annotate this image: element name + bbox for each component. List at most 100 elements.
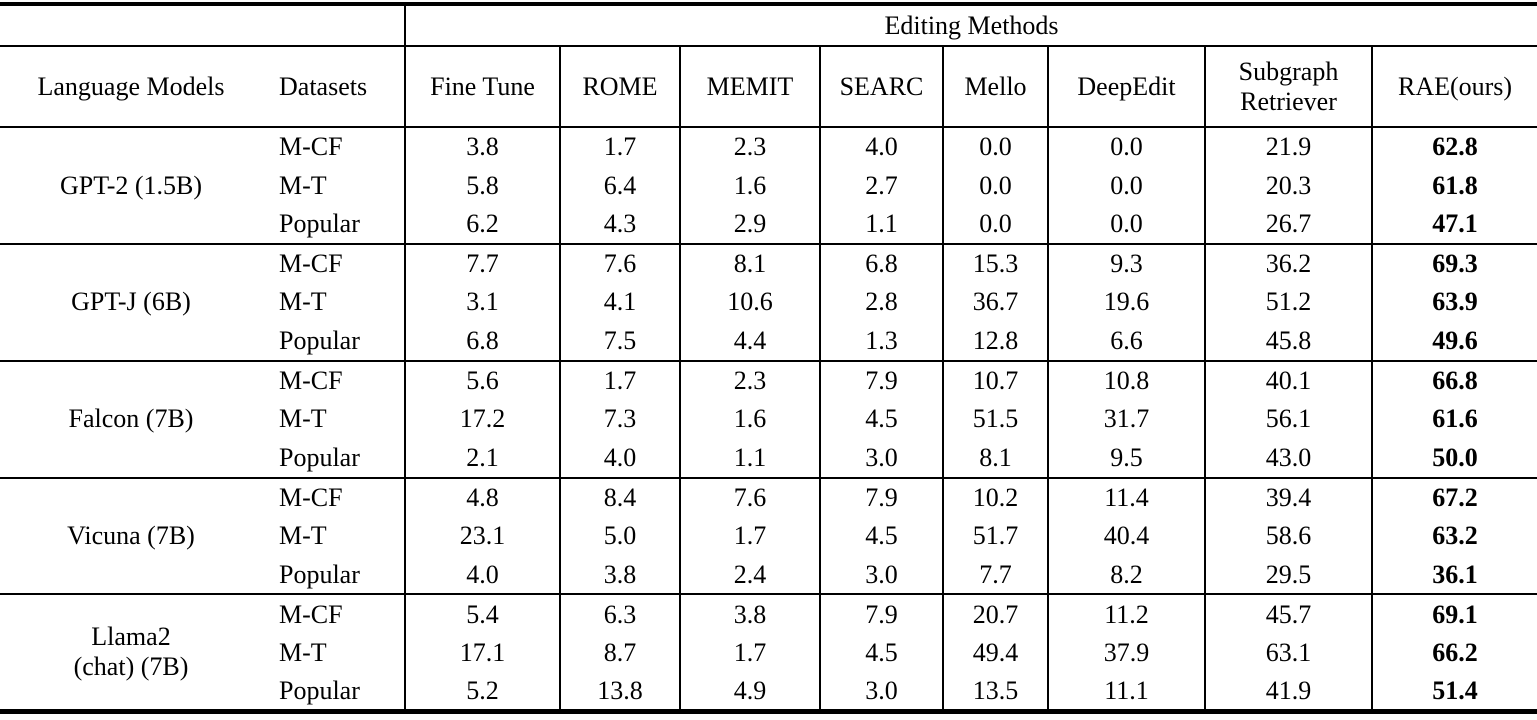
table-row: M-T 17.2 7.3 1.6 4.5 51.5 31.7 56.1 61.6	[0, 399, 1537, 439]
value-cell: 6.6	[1047, 321, 1205, 362]
value-cell: 0.0	[942, 204, 1048, 245]
value-cell: 7.3	[559, 399, 680, 439]
value-cell: 58.6	[1204, 516, 1372, 556]
value-cell: 23.1	[404, 516, 560, 556]
value-cell: 3.0	[819, 672, 943, 712]
value-cell: 20.7	[942, 594, 1048, 634]
table-row: Vicuna (7B) M-CF 4.8 8.4 7.6 7.9 10.2 11…	[0, 477, 1537, 596]
value-cell: 9.3	[1047, 243, 1205, 283]
value-cell: 13.8	[559, 672, 680, 712]
value-cell: 3.1	[404, 282, 560, 322]
value-cell-rae: 69.3	[1370, 243, 1537, 283]
value-cell: 3.0	[819, 555, 943, 596]
value-cell-rae: 51.4	[1370, 672, 1537, 712]
value-cell: 20.3	[1204, 165, 1372, 205]
table-row: Popular 6.2 4.3 2.9 1.1 0.0 0.0 26.7 47.…	[0, 204, 1537, 245]
value-cell: 0.0	[942, 165, 1048, 205]
value-cell: 6.8	[404, 321, 560, 362]
value-cell: 4.5	[819, 633, 943, 673]
value-cell: 6.2	[404, 204, 560, 245]
value-cell: 10.2	[942, 477, 1048, 517]
value-cell: 7.6	[559, 243, 680, 283]
value-cell: 8.4	[559, 477, 680, 517]
value-cell: 8.1	[942, 438, 1048, 479]
col-header-deepedit: DeepEdit	[1047, 46, 1205, 129]
value-cell: 3.0	[819, 438, 943, 479]
value-cell: 4.9	[679, 672, 820, 712]
dataset-cell: M-T	[279, 404, 327, 434]
col-header-fine-tune: Fine Tune	[404, 46, 560, 129]
value-cell: 6.3	[559, 594, 680, 634]
value-cell: 8.1	[679, 243, 820, 283]
value-cell: 36.2	[1204, 243, 1372, 283]
value-cell: 2.1	[404, 438, 560, 479]
table-row: Popular 2.1 4.0 1.1 3.0 8.1 9.5 43.0 50.…	[0, 438, 1537, 479]
value-cell-rae: 61.6	[1370, 399, 1537, 439]
value-cell: 45.8	[1204, 321, 1372, 362]
value-cell: 7.7	[942, 555, 1048, 596]
value-cell: 4.8	[404, 477, 560, 517]
value-cell: 29.5	[1204, 555, 1372, 596]
value-cell: 31.7	[1047, 399, 1205, 439]
value-cell: 10.8	[1047, 360, 1205, 400]
model-cell: GPT-J (6B)	[0, 243, 262, 362]
dataset-cell: Popular	[262, 321, 405, 362]
value-cell: 4.5	[819, 399, 943, 439]
dataset-cell: M-T	[279, 287, 327, 317]
value-cell: 5.6	[404, 360, 560, 400]
table-row: M-T 17.1 8.7 1.7 4.5 49.4 37.9 63.1 66.2	[0, 633, 1537, 673]
value-cell: 19.6	[1047, 282, 1205, 322]
table-row: GPT-J (6B) M-CF 7.7 7.6 8.1 6.8 15.3 9.3…	[0, 243, 1537, 362]
table-row: M-T 23.1 5.0 1.7 4.5 51.7 40.4 58.6 63.2	[0, 516, 1537, 556]
span-header-row: Editing Methods	[0, 4, 1537, 48]
dataset-cell: M-CF	[279, 248, 343, 278]
value-cell: 43.0	[1204, 438, 1372, 479]
span-header-spacer	[0, 4, 405, 48]
value-cell-rae: 62.8	[1370, 127, 1537, 166]
value-cell: 56.1	[1204, 399, 1372, 439]
value-cell: 11.2	[1047, 594, 1205, 634]
value-cell: 10.7	[942, 360, 1048, 400]
value-cell: 1.7	[559, 360, 680, 400]
col-header-subgraph-retriever: Subgraph Retriever	[1204, 46, 1372, 129]
dataset-cell: Popular	[262, 438, 405, 479]
value-cell: 37.9	[1047, 633, 1205, 673]
value-cell: 51.2	[1204, 282, 1372, 322]
value-cell: 6.8	[819, 243, 943, 283]
value-cell: 7.9	[819, 360, 943, 400]
dataset-cell: M-T	[279, 170, 327, 200]
value-cell: 15.3	[942, 243, 1048, 283]
value-cell: 5.4	[404, 594, 560, 634]
dataset-cell: Popular	[262, 204, 405, 245]
dataset-cell: Popular	[262, 555, 405, 596]
dataset-cell: M-CF	[279, 599, 343, 629]
value-cell: 11.1	[1047, 672, 1205, 712]
value-cell: 2.3	[679, 360, 820, 400]
value-cell-rae: 36.1	[1370, 555, 1537, 596]
value-cell: 41.9	[1204, 672, 1372, 712]
dataset-cell: M-T	[279, 521, 327, 551]
model-cell: Llama2 (chat) (7B)	[73, 622, 189, 682]
value-cell: 7.9	[819, 477, 943, 517]
value-cell-rae: 69.1	[1370, 594, 1537, 634]
value-cell: 7.7	[404, 243, 560, 283]
value-cell: 0.0	[1047, 127, 1205, 166]
value-cell: 3.8	[404, 127, 560, 166]
table-row: Popular 4.0 3.8 2.4 3.0 7.7 8.2 29.5 36.…	[0, 555, 1537, 596]
value-cell-rae: 47.1	[1370, 204, 1537, 245]
dataset-cell: M-CF	[279, 132, 343, 162]
value-cell: 5.2	[404, 672, 560, 712]
value-cell: 4.1	[559, 282, 680, 322]
value-cell: 1.6	[679, 399, 820, 439]
col-header-language-models: Language Models	[0, 46, 262, 129]
value-cell: 9.5	[1047, 438, 1205, 479]
value-cell: 5.0	[559, 516, 680, 556]
value-cell: 13.5	[942, 672, 1048, 712]
value-cell-rae: 61.8	[1370, 165, 1537, 205]
value-cell: 4.3	[559, 204, 680, 245]
value-cell: 4.0	[404, 555, 560, 596]
value-cell: 36.7	[942, 282, 1048, 322]
value-cell: 40.4	[1047, 516, 1205, 556]
value-cell: 1.6	[679, 165, 820, 205]
